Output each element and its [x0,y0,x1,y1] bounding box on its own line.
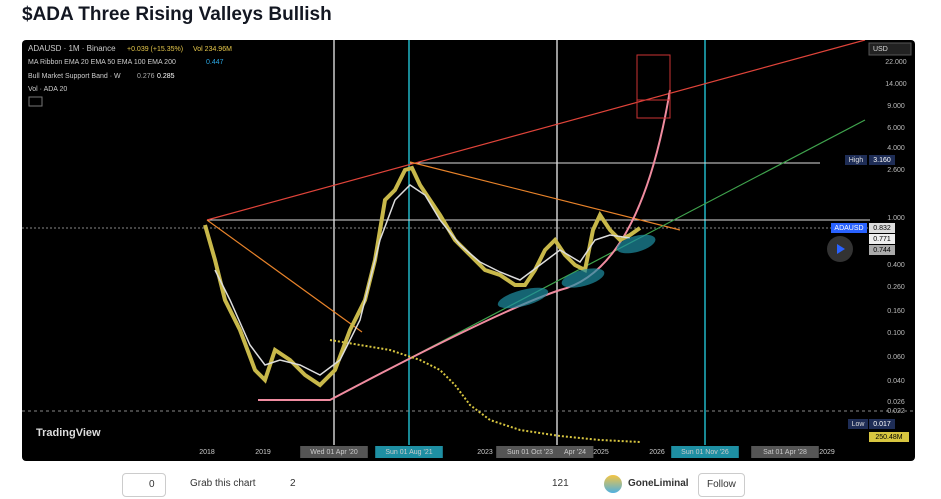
volume-line [329,339,641,443]
time-label: Sun 01 Aug '21 [385,449,432,456]
time-badge [751,446,819,458]
trendline [206,40,866,221]
time-label: Sat 01 Apr '28 [763,449,807,456]
time-badge [300,446,368,458]
time-label: 2029 [819,449,835,456]
time-badge [375,446,443,458]
boost-button[interactable]: 0 [122,473,166,497]
curve [258,89,671,401]
legend-ma: MA Ribbon EMA 20 EMA 50 EMA 100 EMA 200 [28,59,176,66]
views: 121 [552,478,569,489]
time-label: Sun 01 Nov '26 [681,449,729,456]
trendline [206,219,363,333]
legend-band: Bull Market Support Band · W [28,73,121,80]
price-label: 0.026 [887,399,905,406]
legend-change: +0.039 (+15.35%) [127,46,183,53]
high-badge [845,155,867,165]
legend-vol: Vol · ADA 20 [28,86,67,93]
price-label: 0.022 [887,408,905,415]
avatar [604,475,622,493]
volume-badge [869,432,909,442]
time-label: Sun 01 Oct '23 [507,449,553,456]
follow-button[interactable]: Follow [698,473,745,497]
price-label: 4.000 [887,145,905,152]
target-box [636,54,671,119]
ma-line [214,184,631,376]
band-value: 0.744 [873,247,891,254]
price-label: 0.400 [887,262,905,269]
time-label: 2023 [477,449,493,456]
price-label: 14.000 [885,81,907,88]
price-candles [203,165,642,388]
legend-ma-value: 0.447 [206,59,224,66]
symbol-badge: ADAUSD [834,225,863,232]
price-label: 0.040 [887,378,905,385]
price-label: 2.600 [887,167,905,174]
time-label: 2026 [649,449,665,456]
time-badge [671,446,739,458]
drawings [22,40,915,445]
chart: ADAUSD · 1M · Binance +0.039 (+15.35%) Vol… [22,40,915,458]
price-label: 0.060 [887,354,905,361]
time-label: Wed 01 Apr '20 [310,449,358,456]
time-label: Apr '24 [564,449,586,456]
band-value [869,245,895,255]
currency-box [868,42,912,56]
low-value [869,419,895,429]
high-value [869,155,895,165]
price-label: 6.000 [887,125,905,132]
legend-band-value: 0.285 [157,73,175,80]
high-value: 3.160 [873,157,891,164]
valley-marker [616,234,656,254]
time-label: 2019 [255,449,271,456]
price-label: 0.100 [887,330,905,337]
low-value: 0.017 [873,421,891,428]
currency: USD [873,46,888,53]
valley-marker [561,268,605,288]
low-badge: Low [852,421,866,428]
time-badge [556,446,594,458]
chart-panel: ADAUSD · 1M · Binance +0.039 (+15.35%) Vol… [22,40,915,461]
price-label: 22.000 [885,59,907,66]
price-label: 1.000 [887,215,905,222]
legend-band-value: 0.276 [137,73,155,80]
time-badge [496,446,564,458]
last-price [869,223,895,233]
volume-badge: 250.48M [875,434,902,441]
band-value: 0.771 [873,236,891,243]
author[interactable]: GoneLiminal [628,478,689,489]
idea-title: $ADA Three Rising Valleys Bullish [22,4,332,25]
legend-symbol: ADAUSD · 1M · Binance [28,44,116,53]
legend-volume: Vol 234.96M [193,46,232,53]
price-label: 0.160 [887,308,905,315]
high-badge: High [849,157,864,164]
band-value [869,234,895,244]
watermark: TradingView [36,427,101,439]
valley-marker [497,287,549,309]
price-label: 0.260 [887,284,905,291]
trendline [409,161,681,231]
grab-chart[interactable]: Grab this chart [190,478,256,489]
time-label: 2018 [199,449,215,456]
time-label: 2025 [593,449,609,456]
play-icon [837,244,845,254]
comments[interactable]: 2 [290,478,296,489]
low-badge [848,419,868,429]
collapse-button[interactable] [28,96,43,107]
last-price: 0.832 [873,225,891,232]
footer: 0 Grab this chart 2 121 GoneLiminal Follow [0,470,941,499]
symbol-badge [831,223,867,233]
price-label: 9.000 [887,103,905,110]
